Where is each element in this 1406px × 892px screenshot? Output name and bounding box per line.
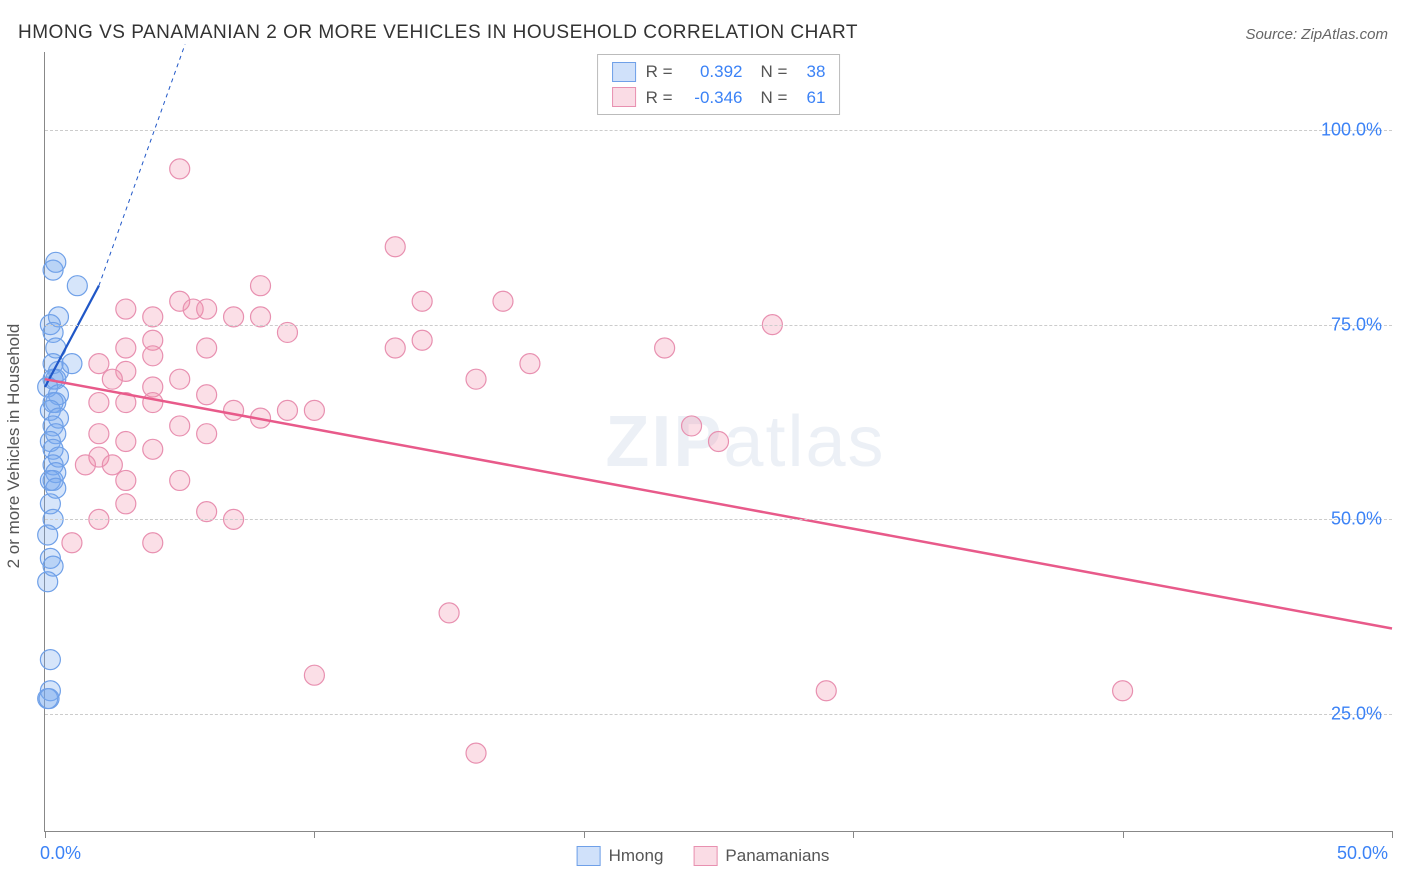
data-point (466, 369, 486, 389)
legend-n-label: N = (761, 85, 788, 111)
data-point (116, 299, 136, 319)
data-point (102, 369, 122, 389)
source-label: Source: ZipAtlas.com (1245, 26, 1388, 43)
data-point (709, 432, 729, 452)
data-point (197, 338, 217, 358)
data-point (251, 276, 271, 296)
y-axis-label: 2 or more Vehicles in Household (4, 324, 24, 569)
trend-line (45, 379, 1392, 628)
data-point (62, 533, 82, 553)
data-point (385, 237, 405, 257)
x-tick-label-min: 0.0% (40, 843, 81, 864)
legend-r-value: 0.392 (683, 59, 743, 85)
data-point (143, 533, 163, 553)
y-tick-label: 50.0% (1331, 509, 1382, 530)
data-point (62, 354, 82, 374)
data-point (439, 603, 459, 623)
legend-swatch (693, 846, 717, 866)
data-point (520, 354, 540, 374)
data-point (143, 439, 163, 459)
data-point (170, 369, 190, 389)
y-tick-label: 75.0% (1331, 314, 1382, 335)
data-point (40, 650, 60, 670)
legend-swatch (612, 87, 636, 107)
data-point (102, 455, 122, 475)
legend-label: Panamanians (725, 846, 829, 866)
data-point (466, 743, 486, 763)
data-point (116, 470, 136, 490)
legend-item: Hmong (577, 846, 664, 866)
data-point (89, 393, 109, 413)
data-point (46, 252, 66, 272)
data-point (197, 424, 217, 444)
gridline (45, 130, 1392, 131)
data-point (143, 346, 163, 366)
legend-series: Hmong Panamanians (577, 846, 830, 866)
gridline (45, 519, 1392, 520)
data-point (170, 470, 190, 490)
legend-correlation: R = 0.392 N = 38 R = -0.346 N = 61 (597, 54, 841, 115)
legend-n-label: N = (761, 59, 788, 85)
x-tick (45, 831, 46, 838)
legend-n-value: 38 (797, 59, 825, 85)
legend-n-value: 61 (797, 85, 825, 111)
data-point (655, 338, 675, 358)
data-point (116, 494, 136, 514)
data-point (67, 276, 87, 296)
legend-swatch (577, 846, 601, 866)
data-point (412, 330, 432, 350)
x-tick (1123, 831, 1124, 838)
legend-item: Panamanians (693, 846, 829, 866)
legend-r-value: -0.346 (683, 85, 743, 111)
data-point (277, 400, 297, 420)
data-point (682, 416, 702, 436)
data-point (170, 416, 190, 436)
legend-r-label: R = (646, 85, 673, 111)
legend-swatch (612, 62, 636, 82)
data-point (39, 689, 59, 709)
data-point (116, 338, 136, 358)
legend-r-label: R = (646, 59, 673, 85)
data-point (197, 299, 217, 319)
data-point (38, 525, 58, 545)
data-point (1113, 681, 1133, 701)
data-point (38, 572, 58, 592)
x-tick (853, 831, 854, 838)
gridline (45, 325, 1392, 326)
y-tick-label: 100.0% (1321, 119, 1382, 140)
data-point (412, 291, 432, 311)
x-tick-label-max: 50.0% (1337, 843, 1388, 864)
x-tick (1392, 831, 1393, 838)
data-point (75, 455, 95, 475)
data-point (197, 385, 217, 405)
data-point (89, 424, 109, 444)
data-point (143, 393, 163, 413)
data-point (493, 291, 513, 311)
chart-area: ZIPatlas R =0.392N =38R =-0.346N =61 25.… (44, 52, 1392, 832)
legend-row: R = 0.392 N = 38 (612, 59, 826, 85)
data-point (385, 338, 405, 358)
data-point (304, 400, 324, 420)
legend-label: Hmong (609, 846, 664, 866)
x-tick (584, 831, 585, 838)
data-point (89, 354, 109, 374)
legend-row: R = -0.346 N = 61 (612, 85, 826, 111)
y-tick-label: 25.0% (1331, 704, 1382, 725)
data-point (116, 432, 136, 452)
chart-title: HMONG VS PANAMANIAN 2 OR MORE VEHICLES I… (18, 22, 858, 44)
x-tick (314, 831, 315, 838)
data-point (304, 665, 324, 685)
gridline (45, 714, 1392, 715)
data-point (224, 400, 244, 420)
data-point (816, 681, 836, 701)
data-point (170, 159, 190, 179)
